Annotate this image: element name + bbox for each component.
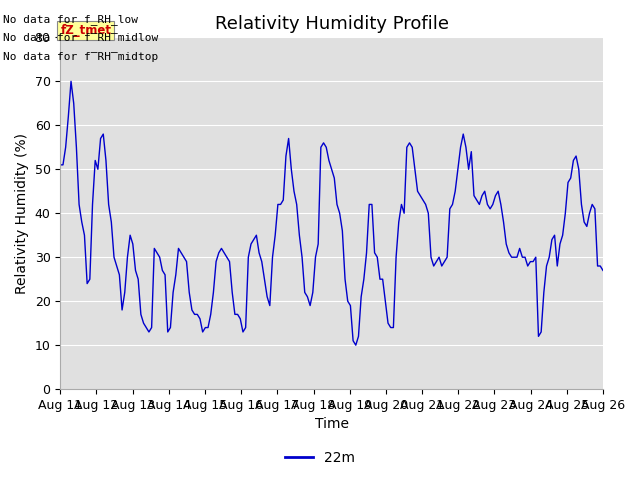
X-axis label: Time: Time [315, 418, 349, 432]
Title: Relativity Humidity Profile: Relativity Humidity Profile [214, 15, 449, 33]
Text: fZ_tmet: fZ_tmet [60, 24, 111, 37]
Y-axis label: Relativity Humidity (%): Relativity Humidity (%) [15, 133, 29, 294]
Legend: 22m: 22m [280, 445, 360, 471]
Text: No data for f̅RH̅midtop: No data for f̅RH̅midtop [3, 52, 159, 62]
Text: No data for f̅RH̅midlow: No data for f̅RH̅midlow [3, 33, 159, 43]
Text: No data for f_RH_low: No data for f_RH_low [3, 13, 138, 24]
